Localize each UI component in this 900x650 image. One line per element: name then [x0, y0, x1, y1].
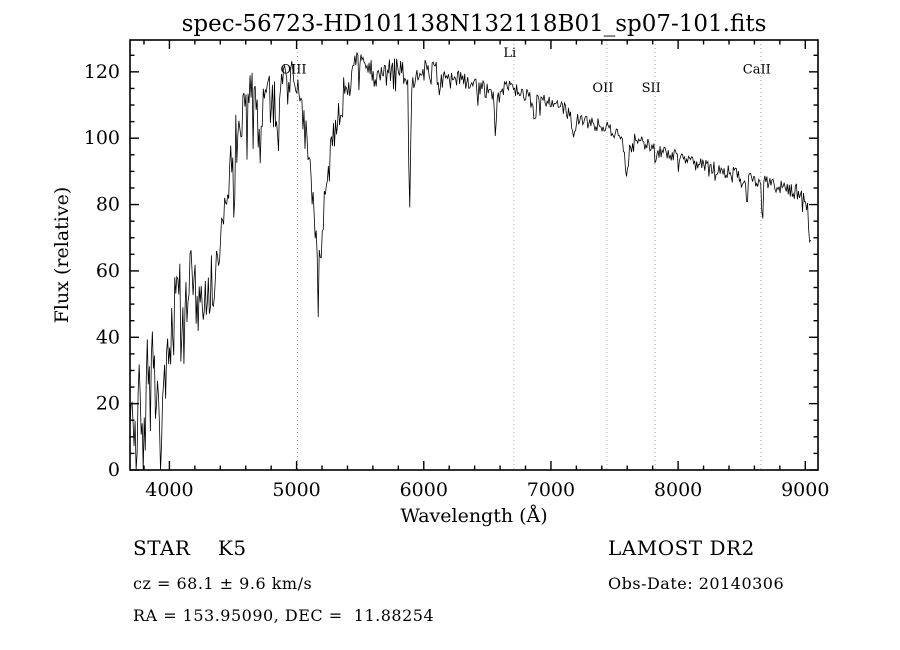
x-tick-label: 6000: [400, 479, 448, 501]
object-class-label: STAR K5: [133, 536, 247, 560]
y-tick-label: 60: [96, 260, 120, 282]
y-tick-label: 0: [108, 459, 120, 481]
plot-title: spec-56723-HD101138N132118B01_sp07-101.f…: [182, 11, 767, 37]
y-tick-label: 20: [96, 393, 120, 415]
y-tick-label: 80: [96, 194, 120, 216]
x-tick-label: 9000: [781, 479, 829, 501]
feature-label-caii: CaII: [743, 63, 771, 78]
feature-label-oii: OII: [592, 81, 613, 96]
obs-date-value: Obs-Date: 20140306: [608, 574, 785, 593]
y-tick-label: 120: [84, 61, 120, 83]
cz-value: cz = 68.1 ± 9.6 km/s: [133, 574, 313, 593]
y-tick-label: 100: [84, 127, 120, 149]
spectrum-plot: spec-56723-HD101138N132118B01_sp07-101.f…: [51, 11, 829, 527]
survey-label: LAMOST DR2: [608, 536, 755, 560]
x-tick-label: 7000: [527, 479, 575, 501]
plot-frame: [129, 39, 819, 471]
plot-content: OIII Li OII SII CaII 4000 5000 6000 7000 8000 9000…: [84, 39, 829, 501]
feature-label-sii: SII: [642, 81, 661, 96]
ra-dec-value: RA = 153.95090, DEC = 11.88254: [133, 606, 435, 625]
y-axis-label: Flux (relative): [51, 187, 73, 324]
spectrum-trace: [129, 52, 811, 471]
x-tick-label: 5000: [272, 479, 320, 501]
y-tick-label: 40: [96, 326, 120, 348]
x-tick-label: 8000: [654, 479, 702, 501]
x-tick-label: 4000: [145, 479, 193, 501]
feature-label-oiii: OIII: [280, 63, 306, 78]
feature-label-li: Li: [503, 46, 516, 61]
x-axis-label: Wavelength (Å): [400, 505, 547, 527]
